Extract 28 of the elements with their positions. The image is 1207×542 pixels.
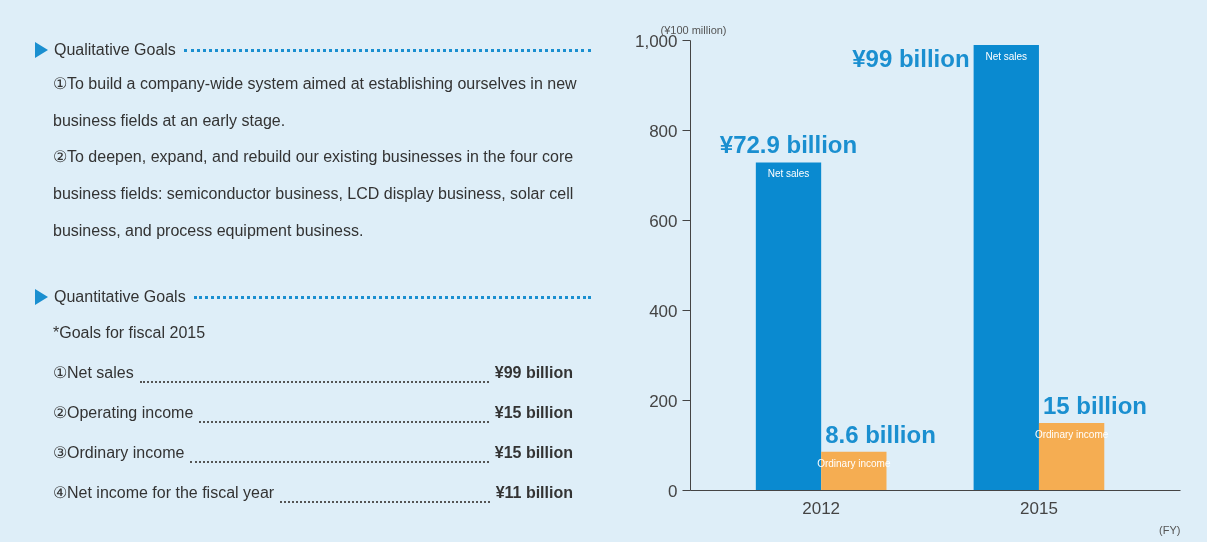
x-tick-label: 2015 [1020, 498, 1058, 518]
y-tick-label: 800 [649, 121, 678, 141]
y-tick-label: 600 [649, 211, 678, 231]
text: ¥11 billion [495, 482, 573, 503]
text: Net sales [985, 51, 1028, 62]
y-tick-label: 0 [668, 481, 678, 501]
text: ③Ordinary income [53, 442, 185, 463]
annotation: ¥72.9 billion [719, 131, 858, 159]
text: ¥99 billion [494, 362, 573, 383]
text: ¥15 billion [494, 442, 573, 463]
text: ①To build a company-wide system aimed at establishing ourselves in new business fields at an early stage. [53, 74, 577, 129]
annotation: 15 billion [1042, 392, 1147, 419]
text: ②Operating income [53, 402, 194, 423]
text: ①Net sales [53, 362, 134, 383]
y-axis-title: (¥100 million) [660, 23, 727, 36]
text: Qualitative Goals [54, 40, 176, 60]
annotation: 8.6 billion [825, 420, 936, 448]
x-tick-label: 2012 [802, 498, 841, 518]
text: *Goals for fiscal 2015 [53, 322, 207, 343]
text: Quantitative Goals [54, 286, 186, 307]
text: ②To deepen, expand, and rebuild our existing businesses in the four core business fields: semiconductor business, LCD display business, solar cell business, and process equipment business. [53, 148, 574, 240]
series-label: Net sales [767, 168, 810, 180]
text: ¥15 billion [494, 402, 573, 423]
x-axis-title: (FY) [1159, 523, 1181, 536]
annotation: ¥99 billion [852, 45, 970, 72]
y-tick-label: 200 [649, 391, 678, 411]
y-tick-label: 400 [649, 301, 678, 321]
text: ④Net income for the fiscal year [53, 482, 275, 503]
